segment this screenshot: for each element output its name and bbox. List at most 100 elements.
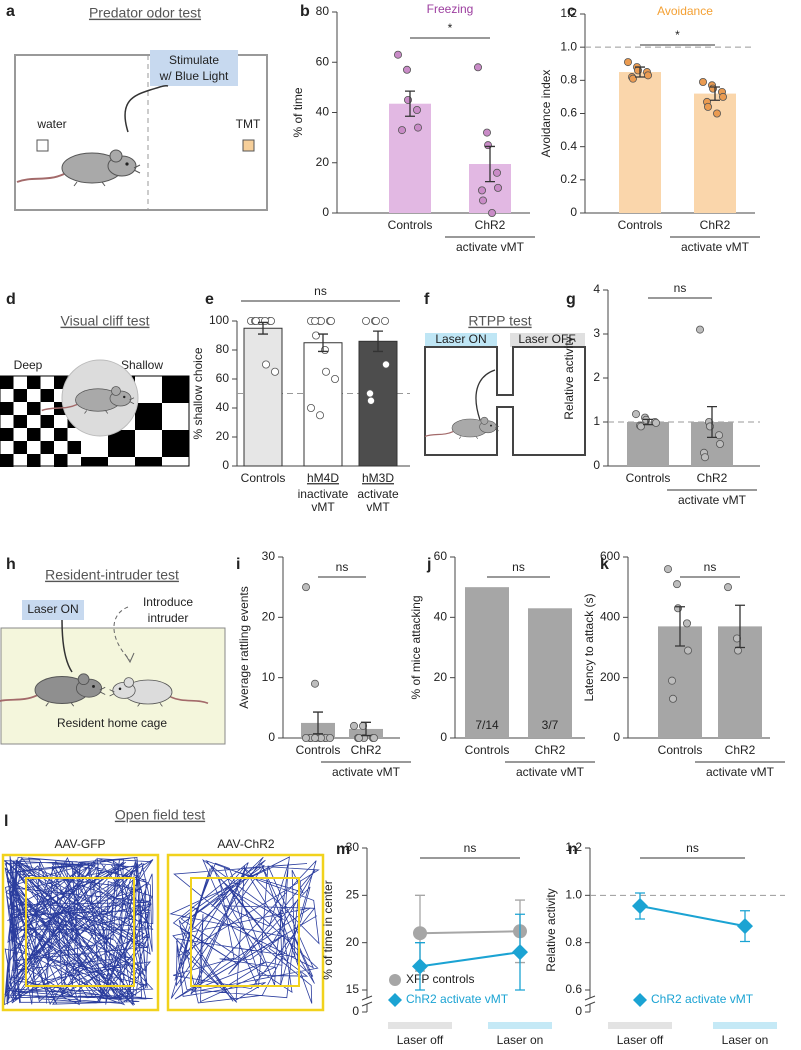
bar [627,422,669,466]
laser-bar [388,1022,452,1029]
checker-cell [40,389,54,402]
arena [14,54,268,211]
panel-d: d Visual cliff test Deep Shallow [0,291,190,467]
intruder-label: intruder [148,611,189,625]
laser-label: Laser ON [27,602,78,616]
mouse-tail [170,696,209,704]
y-tick-label: 0.4 [560,139,577,153]
marker [632,897,648,914]
fiber [475,369,496,421]
significance-label: * [448,21,453,35]
y-tick-label: 80 [316,4,330,18]
checker-cell [27,454,41,467]
x-tick-label: ChR2 [351,743,382,757]
category-note: activate vMT [456,240,525,254]
stim-label: Stimulate [169,53,219,67]
checker-cell [13,441,27,454]
panel-letter: f [424,291,430,308]
y-tick-label: 600 [600,549,620,563]
data-point [713,109,722,118]
mouse [0,673,106,707]
data-point [349,721,358,730]
mouse-eye [123,395,126,399]
bar [389,103,431,213]
mouse-tail [0,694,38,702]
y-tick-label: 0.2 [560,172,577,186]
chart-title: Freezing [427,2,474,16]
data-point [251,316,260,325]
data-point [637,422,646,431]
error-bar [635,66,645,78]
significance-label: ns [686,841,699,855]
data-point [716,439,725,448]
y-tick-label: 40 [216,400,230,414]
y-tick-label: 40 [434,610,448,624]
checker-cell [0,402,14,415]
panel-a: a Predator odor test Stimulate w/ Blue L… [6,3,268,211]
mouse [41,386,135,414]
group-label: AAV-GFP [54,837,105,851]
data-point [330,374,339,383]
checker-cell [54,454,68,467]
water-cup [36,139,49,152]
bar [619,72,661,214]
y-tick-label: 0 [352,1004,359,1018]
data-point [325,734,334,743]
mouse-tail [41,403,78,412]
panel-letter: a [6,3,15,20]
data-point [381,360,390,369]
data-point [310,734,319,743]
data-point [696,325,705,334]
panel-title: Visual cliff test [61,313,150,329]
y-tick-label: 20 [434,670,448,684]
x-tick-label: ChR2 [475,218,506,232]
legend-label: XFP controls [406,972,474,986]
panel-letter: g [566,291,576,308]
data-point [397,126,406,135]
y-tick-label: 0 [222,458,229,472]
category-note: activate vMT [681,240,750,254]
data-point [371,316,380,325]
y-tick-label: 0 [593,458,600,472]
checker-cell [0,428,14,441]
legend-label: ChR2 activate vMT [651,992,754,1006]
data-point [719,92,728,101]
y-tick-label: 20 [262,610,276,624]
panel-title: Open field test [115,807,205,823]
laser-bar [713,1022,777,1029]
checker-cell [54,428,68,441]
y-tick-label: 4 [593,282,600,296]
error-bar [710,86,720,101]
data-point [715,431,724,440]
cage-label: Resident home cage [57,716,167,730]
y-axis-label: % shallow choice [191,347,205,439]
category-note: activate vMT [332,765,401,779]
category-note: vMT [366,500,390,514]
series-line [639,905,746,928]
mouse-tail [16,173,65,183]
y-tick-label: 20 [216,429,230,443]
shallow-label: Shallow [121,358,163,372]
mouse [16,149,141,187]
checker-cell [108,430,135,457]
checker-cell [27,376,41,389]
panel-f: f RTPP test Laser ON Laser OFF [424,291,586,456]
data-point [477,186,486,195]
y-axis-label: Latency to attack (s) [582,593,596,701]
y-tick-label: 0.6 [560,106,577,120]
bar [465,587,509,738]
stim-box [150,50,238,86]
checker-cell [81,457,108,466]
bar [358,340,398,467]
panel-letter: b [300,3,310,20]
error-bar [361,721,371,737]
mouse-eye [125,162,129,166]
data-point [261,360,270,369]
x-tick-label: Controls [618,218,663,232]
data-point [492,168,501,177]
y-axis-label: Relative activity [562,336,576,419]
group-label: AAV-ChR2 [217,837,274,851]
mouse-ear [109,149,123,163]
y-tick-label: 0.8 [565,935,582,949]
y-tick-label: 0.6 [565,982,582,996]
